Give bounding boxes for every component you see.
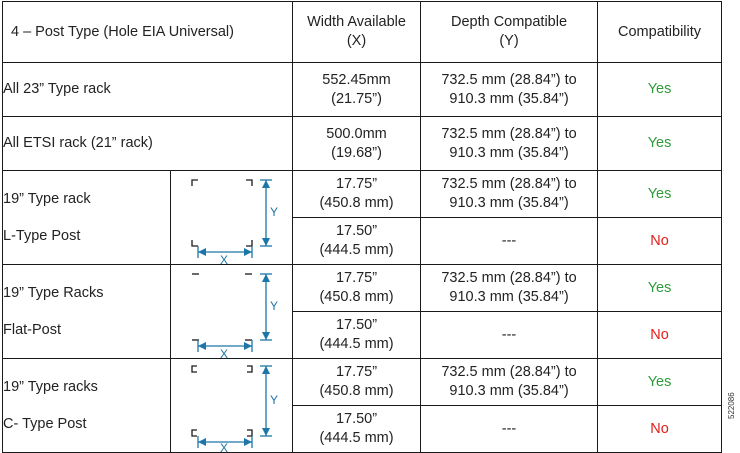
rack-type-label: 19” Type racks bbox=[3, 378, 98, 395]
width-value: 17.50” (444.5 mm) bbox=[292, 217, 422, 265]
l-type-post-diagram: Y X bbox=[169, 170, 294, 265]
table-row: 19” Type Racks Flat-Post bbox=[2, 264, 723, 359]
table-row: 17.50” (444.5 mm) --- No bbox=[3, 405, 723, 453]
post-type-label: C- Type Post bbox=[3, 415, 87, 432]
post-type-label: Flat-Post bbox=[3, 321, 62, 338]
x-dimension-label: X bbox=[220, 441, 228, 452]
depth-value: 732.5 mm (28.84”) to 910.3 mm (35.84”) bbox=[420, 264, 599, 312]
post-bottom-right bbox=[247, 428, 253, 437]
y-dimension-label: Y bbox=[270, 299, 278, 313]
l-type-post-diagram-svg: Y X bbox=[191, 178, 278, 264]
post-top-left bbox=[191, 178, 198, 186]
depth-value: 732.5 mm (28.84”) to 910.3 mm (35.84”) bbox=[420, 116, 599, 171]
rack-name: 19” Type racks C- Type Post bbox=[2, 358, 171, 453]
compatibility-value: Yes bbox=[597, 358, 723, 406]
width-value: 17.75” (450.8 mm) bbox=[292, 170, 422, 218]
rack-name: All 23” Type rack bbox=[1, 62, 294, 117]
table-row: 19” Type rack L-Type Post bbox=[2, 170, 723, 265]
header-width: Width Available (X) bbox=[292, 1, 422, 63]
table-row: 19” Type racks C- Type Post bbox=[2, 358, 723, 453]
x-dimension-label: X bbox=[220, 347, 228, 358]
depth-value: --- bbox=[420, 217, 599, 265]
flat-post-diagram-svg: Y X bbox=[192, 272, 278, 358]
depth-value: --- bbox=[420, 311, 599, 359]
rack-name: All ETSI rack (21” rack) bbox=[1, 116, 294, 171]
x-dimension-label: X bbox=[220, 253, 228, 264]
post-top-right bbox=[246, 178, 253, 186]
header-compatibility: Compatibility bbox=[597, 1, 723, 63]
flat-post-diagram: Y X bbox=[169, 264, 294, 359]
header-row: 4 – Post Type (Hole EIA Universal) Width… bbox=[1, 1, 723, 63]
compatibility-value: Yes bbox=[597, 170, 723, 218]
width-value: 17.50” (444.5 mm) bbox=[292, 405, 422, 453]
table-row: 17.50” (444.5 mm) --- No bbox=[3, 217, 723, 265]
width-value: 17.50” (444.5 mm) bbox=[292, 311, 422, 359]
compatibility-value: Yes bbox=[597, 116, 723, 171]
post-bottom-left bbox=[191, 428, 197, 437]
rack-compatibility-table: 4 – Post Type (Hole EIA Universal) Width… bbox=[1, 1, 723, 453]
rack-name: 19” Type Racks Flat-Post bbox=[2, 264, 171, 359]
post-bottom-left bbox=[191, 239, 198, 247]
compatibility-value: Yes bbox=[597, 62, 723, 117]
post-top-right bbox=[247, 364, 253, 373]
width-value: 500.0mm (19.68”) bbox=[292, 116, 422, 171]
post-bottom-right bbox=[246, 239, 253, 247]
depth-value: 732.5 mm (28.84”) to 910.3 mm (35.84”) bbox=[420, 62, 599, 117]
c-type-post-diagram-svg: Y X bbox=[191, 364, 278, 452]
y-dimension-label: Y bbox=[270, 393, 278, 407]
table-row: All ETSI rack (21” rack) 500.0mm (19.68”)… bbox=[1, 116, 723, 171]
compatibility-value: No bbox=[597, 311, 723, 359]
header-post-type: 4 – Post Type (Hole EIA Universal) bbox=[1, 1, 294, 63]
rack-name: 19” Type rack L-Type Post bbox=[2, 170, 171, 265]
compatibility-value: No bbox=[597, 405, 723, 453]
figure-id: 522086 bbox=[727, 392, 736, 419]
width-value: 17.75” (450.8 mm) bbox=[292, 264, 422, 312]
post-type-label: L-Type Post bbox=[3, 227, 81, 244]
width-value: 17.75” (450.8 mm) bbox=[292, 358, 422, 406]
rack-type-label: 19” Type Racks bbox=[3, 284, 104, 301]
post-top-left bbox=[191, 364, 197, 373]
compatibility-value: No bbox=[597, 217, 723, 265]
depth-value: 732.5 mm (28.84”) to 910.3 mm (35.84”) bbox=[420, 358, 599, 406]
table-row: All 23” Type rack 552.45mm (21.75”) 732.5… bbox=[1, 62, 723, 117]
compatibility-value: Yes bbox=[597, 264, 723, 312]
rack-type-label: 19” Type rack bbox=[3, 190, 91, 207]
header-depth: Depth Compatible (Y) bbox=[420, 1, 599, 63]
depth-value: --- bbox=[420, 405, 599, 453]
y-dimension-label: Y bbox=[270, 205, 278, 219]
depth-value: 732.5 mm (28.84”) to 910.3 mm (35.84”) bbox=[420, 170, 599, 218]
width-value: 552.45mm (21.75”) bbox=[292, 62, 422, 117]
table-row: 17.50” (444.5 mm) --- No bbox=[3, 311, 723, 359]
c-type-post-diagram: Y X bbox=[169, 358, 294, 453]
